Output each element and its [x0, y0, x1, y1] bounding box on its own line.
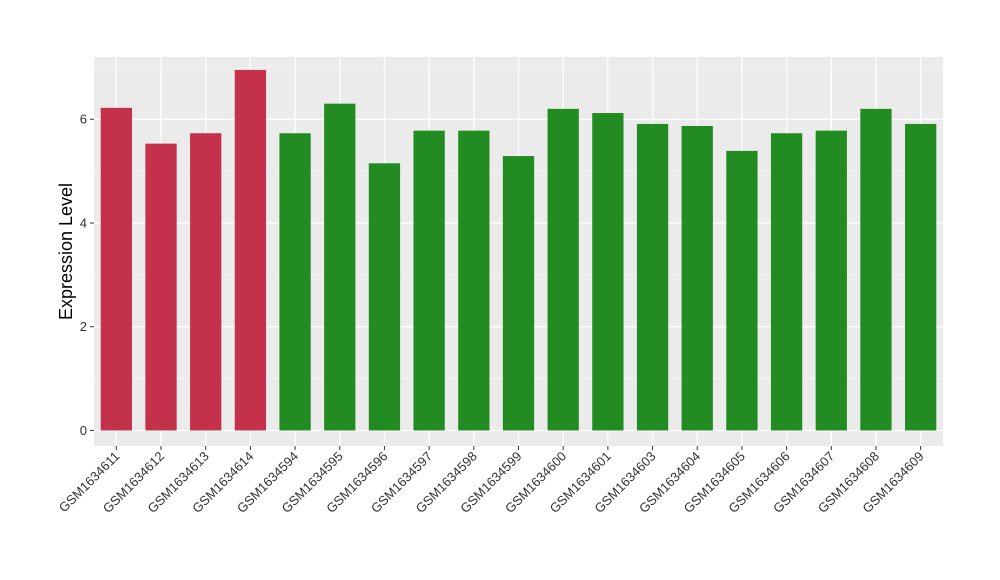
bar — [860, 108, 892, 431]
bar — [368, 163, 401, 431]
y-tick-label: 0 — [80, 423, 87, 438]
bar — [726, 150, 758, 431]
bar — [636, 123, 669, 431]
bar — [770, 133, 803, 431]
bar — [279, 133, 311, 431]
bar — [234, 69, 267, 431]
bar — [324, 103, 356, 431]
bars — [100, 69, 937, 431]
bar — [905, 123, 937, 431]
bar — [190, 133, 222, 431]
y-tick-label: 6 — [80, 112, 87, 127]
bar — [413, 130, 445, 431]
bar — [145, 143, 177, 431]
bar — [100, 107, 132, 431]
y-axis: 0 2 4 6 — [80, 112, 94, 438]
bar — [547, 108, 579, 431]
y-tick-label: 2 — [80, 319, 87, 334]
x-axis: GSM1634611GSM1634612GSM1634613GSM1634614… — [56, 446, 927, 516]
bar — [502, 156, 535, 431]
y-tick-label: 4 — [80, 215, 87, 230]
y-axis-title: Expression Level — [56, 183, 76, 320]
bar — [458, 130, 490, 431]
bar — [681, 125, 713, 431]
bar — [592, 113, 624, 431]
bar — [815, 130, 847, 431]
